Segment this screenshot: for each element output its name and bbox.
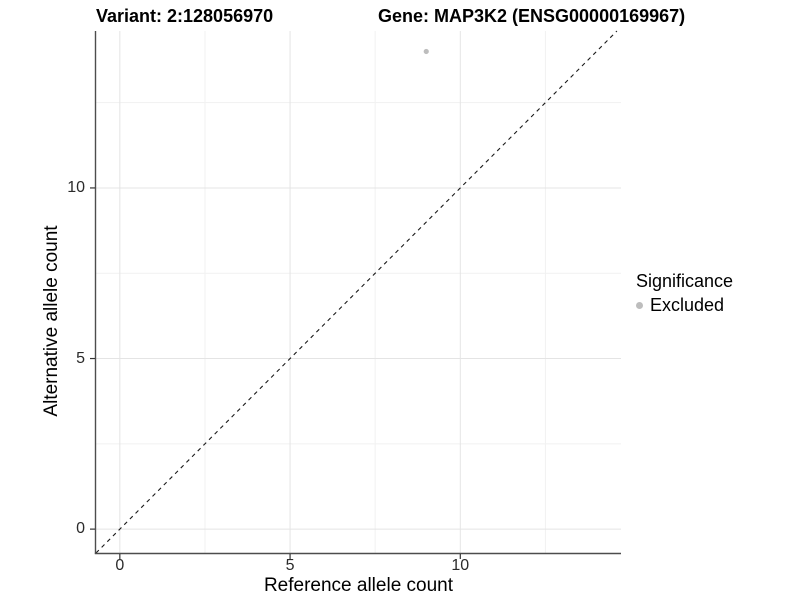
plot-title-variant: Variant: 2:128056970	[96, 6, 274, 26]
legend-item-excluded: Excluded	[636, 294, 733, 316]
y-tick-label: 5	[76, 349, 85, 367]
y-axis-title: Alternative allele count	[41, 225, 62, 417]
legend-title: Significance	[636, 271, 734, 291]
y-tick-label: 0	[76, 520, 85, 538]
x-tick-label: 10	[451, 557, 470, 574]
excluded-point-icon	[636, 301, 643, 309]
data-point	[423, 48, 429, 55]
x-tick-label: 0	[115, 557, 125, 574]
x-tick-label: 5	[285, 557, 295, 574]
x-axis-title: Reference allele count	[263, 575, 454, 596]
legend-item-label: Excluded	[650, 294, 725, 315]
y-tick-label: 10	[67, 178, 85, 196]
identity-reference-line	[95, 30, 618, 554]
plot-title-gene: Gene: MAP3K2 (ENSG00000169967)	[378, 6, 686, 26]
legend: Significance Excluded	[636, 271, 733, 316]
